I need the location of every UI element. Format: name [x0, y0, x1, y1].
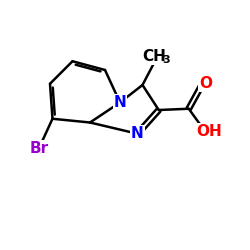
Text: N: N	[131, 126, 144, 141]
Text: 3: 3	[162, 55, 170, 65]
Text: O: O	[199, 76, 212, 91]
Text: CH: CH	[142, 49, 166, 64]
Text: OH: OH	[196, 124, 222, 139]
Text: N: N	[114, 95, 126, 110]
Text: Br: Br	[29, 141, 48, 156]
